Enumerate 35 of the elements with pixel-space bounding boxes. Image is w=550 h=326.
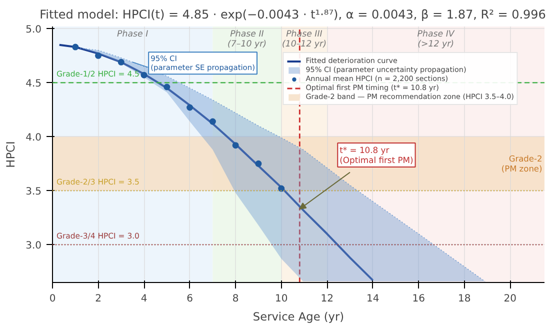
y-tick-label: 3.5 — [26, 186, 42, 198]
y-axis-title: HPCI — [4, 141, 18, 168]
band-label: Phase II (7–10 yr) — [227, 30, 267, 50]
band-label: Phase I — [117, 30, 149, 40]
annotation: Grade-2 (PM zone) — [501, 154, 542, 174]
point — [118, 58, 124, 66]
point — [255, 160, 262, 167]
point — [164, 84, 170, 90]
y-tick-label: 4.0 — [26, 132, 42, 144]
y-tick-label: 3.0 — [26, 240, 42, 252]
x-tick-label: 12 — [320, 294, 334, 304]
point — [278, 185, 285, 192]
x-tick-label: 2 — [95, 294, 102, 304]
y-tick-label: 4.5 — [26, 78, 42, 90]
chart-title: Fitted model: HPCI(t) = 4.85 · exp(−0.0043 · t¹·⁸⁷), α = 0.0043, β = 1.87, R² = 0.996 — [40, 8, 546, 22]
x-axis-title: Service Age (yr) — [252, 310, 344, 324]
point — [140, 72, 148, 78]
point — [209, 118, 216, 125]
x-tick-label: 10 — [274, 294, 288, 304]
point — [232, 142, 239, 149]
y-tick-label: 5.0 — [26, 24, 42, 36]
x-tick-label: 20 — [504, 294, 517, 304]
band-label: Phase IV (>12 yr) — [417, 30, 456, 50]
point — [95, 52, 102, 59]
point — [72, 44, 79, 50]
x-tick-label: 18 — [458, 294, 471, 304]
x-tick-label: 8 — [232, 294, 239, 304]
x-tick-label: 16 — [412, 294, 426, 304]
x-tick-label: 0 — [49, 294, 56, 304]
x-tick-label: 14 — [366, 294, 380, 304]
band-label: Phase III (10–12 yr) — [282, 30, 326, 50]
point — [186, 104, 194, 111]
x-tick-label: 6 — [186, 294, 193, 304]
x-tick-label: 4 — [140, 294, 148, 304]
annotation: t* = 10.8 yr (Optimal first PM) — [340, 145, 414, 166]
